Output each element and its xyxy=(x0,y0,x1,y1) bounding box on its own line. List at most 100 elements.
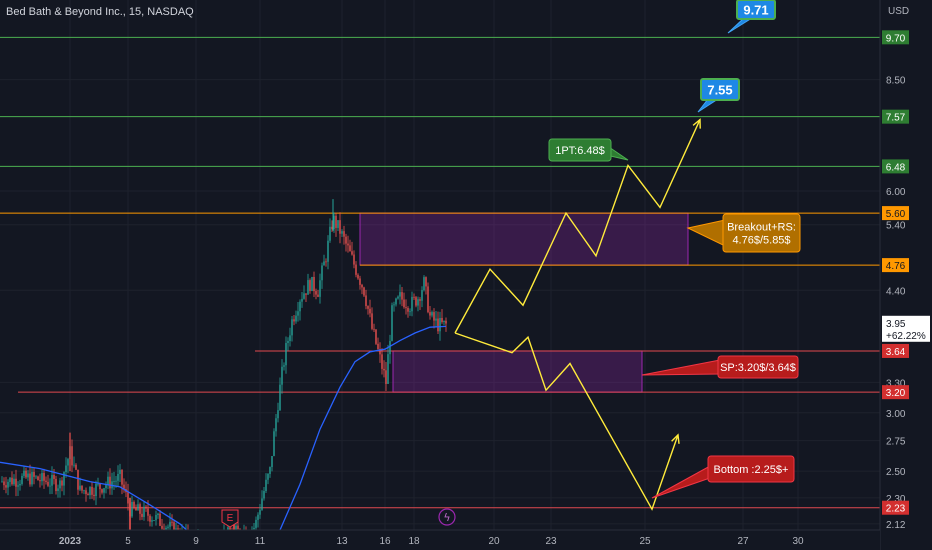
candle-body xyxy=(139,504,141,514)
time-axis-background xyxy=(0,530,880,550)
candle-body xyxy=(135,507,137,511)
candle-body xyxy=(351,251,353,255)
dividend-marker-text: ϟ xyxy=(443,511,450,524)
candle-body xyxy=(39,480,41,482)
current-price-change: +62.22% xyxy=(886,331,926,342)
candle-body xyxy=(349,245,351,252)
price-tag-3.64 xyxy=(882,343,909,358)
candle-body xyxy=(411,296,413,312)
price-tag-text: 5.60 xyxy=(886,209,906,220)
candle-body xyxy=(21,475,23,484)
candle-body xyxy=(27,473,29,478)
candle-body xyxy=(267,473,269,480)
candle-body xyxy=(279,384,281,411)
price-axis[interactable]: USD8.506.005.404.403.303.002.752.502.302… xyxy=(879,0,932,550)
candle-body xyxy=(337,220,339,228)
target-7-55-box xyxy=(700,78,740,101)
candle-body xyxy=(169,521,171,527)
candle-body xyxy=(107,476,109,486)
bullish-arrow-head xyxy=(692,118,701,129)
target-9-71: 9.71 xyxy=(727,0,776,34)
candle-body xyxy=(153,520,155,522)
candle-body xyxy=(137,504,139,511)
candle-body xyxy=(311,276,313,291)
price-tag-2.23 xyxy=(882,500,909,515)
price-tick: 8.50 xyxy=(886,76,906,87)
candle-body xyxy=(79,485,81,490)
candle-body xyxy=(83,490,85,492)
price-axis-background xyxy=(880,0,932,550)
candle-body xyxy=(293,319,295,322)
candle-body xyxy=(23,470,25,476)
callout-sp-text: SP:3.20$/3.64$ xyxy=(720,362,796,374)
candle-body xyxy=(305,293,307,295)
price-tick: 5.40 xyxy=(886,221,906,232)
bearish-path xyxy=(454,332,679,511)
time-tick: 5 xyxy=(125,536,131,547)
dividend-marker-shape xyxy=(438,508,456,526)
candle-body xyxy=(375,329,377,344)
candle-body xyxy=(339,220,341,234)
candle-body xyxy=(383,368,385,371)
candle-body xyxy=(409,311,411,313)
candle-body xyxy=(403,299,405,308)
candle-body xyxy=(167,526,169,528)
candle-body xyxy=(141,513,143,517)
callout-1pt-text: 1PT:6.48$ xyxy=(555,145,605,157)
price-tag-text: 7.57 xyxy=(886,113,906,124)
candle-body xyxy=(299,301,301,312)
candle-body xyxy=(149,515,151,522)
candle-body xyxy=(117,473,119,481)
candle-body xyxy=(105,485,107,489)
candle-body xyxy=(275,418,277,432)
zones xyxy=(359,212,689,393)
support-zone xyxy=(392,350,643,393)
price-tick: 3.30 xyxy=(886,378,906,389)
candle-body xyxy=(155,514,157,521)
candle-body xyxy=(307,280,309,295)
time-tick: 23 xyxy=(545,536,557,547)
candle-body xyxy=(417,299,419,306)
candle-body xyxy=(435,318,437,321)
time-axis[interactable]: 2023 5 9 11 13 16 18 20 23 25 27 30 xyxy=(0,529,880,550)
earnings-marker-shape xyxy=(221,509,239,528)
candle-body xyxy=(45,480,47,482)
candle-body xyxy=(65,465,67,473)
candle-body xyxy=(407,308,409,312)
price-tag-3.20 xyxy=(882,385,909,400)
earnings-marker-text: E xyxy=(227,513,234,524)
candle-body xyxy=(123,484,125,489)
candle-body xyxy=(291,319,293,336)
symbol-title[interactable]: Bed Bath & Beyond Inc., 15, NASDAQ xyxy=(6,6,194,18)
candle-body xyxy=(49,485,51,487)
price-tag-7.57 xyxy=(882,109,909,124)
candle-body xyxy=(9,477,11,482)
candle-body xyxy=(95,483,97,497)
ma-line xyxy=(0,325,447,550)
resistance-zone xyxy=(359,212,689,266)
candle-body xyxy=(261,498,263,510)
price-tick: 4.40 xyxy=(886,286,906,297)
candle-body xyxy=(171,521,173,523)
candle-body xyxy=(147,508,149,516)
candle-body xyxy=(397,296,399,299)
candle-body xyxy=(13,478,15,485)
candle-body xyxy=(121,469,123,485)
candle-body xyxy=(133,501,135,508)
price-tick: 2.75 xyxy=(886,437,906,448)
candle-body xyxy=(113,481,115,482)
candle-body xyxy=(431,312,433,316)
candle-body xyxy=(321,265,323,281)
candle-body xyxy=(5,485,7,488)
callout-breakout-text: Breakout+RS: xyxy=(727,222,796,234)
candle-body xyxy=(109,476,111,489)
candle-body xyxy=(115,480,117,482)
candle-body xyxy=(427,286,429,313)
price-tag-text: 3.64 xyxy=(886,347,906,358)
candle-body xyxy=(93,494,95,497)
candle-body xyxy=(367,306,369,309)
callout-breakout-box xyxy=(722,213,801,253)
current-price-tag xyxy=(882,315,930,342)
candle-body xyxy=(363,287,365,296)
